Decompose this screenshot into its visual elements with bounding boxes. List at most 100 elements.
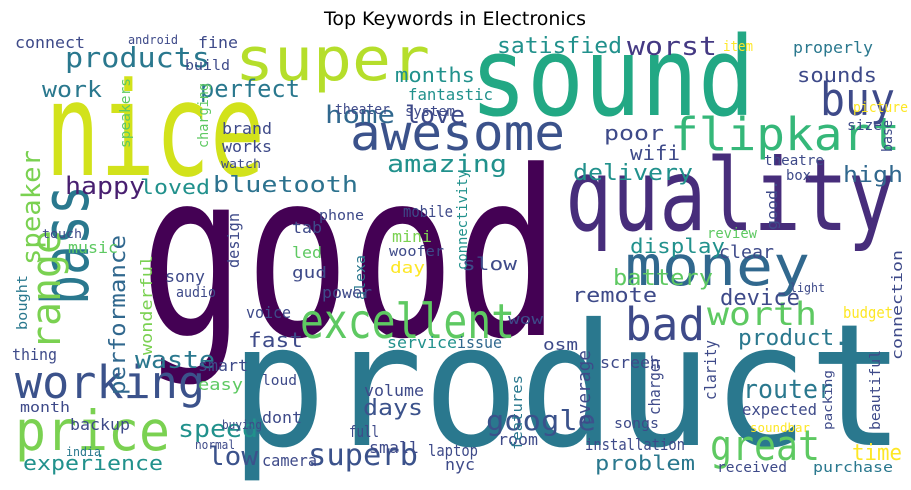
word: good. xyxy=(765,180,781,230)
word: wow xyxy=(508,312,544,328)
word: power xyxy=(322,283,372,302)
word: touch xyxy=(42,227,82,241)
word: small xyxy=(369,438,419,457)
word: properly xyxy=(793,38,873,57)
word: tab xyxy=(292,218,322,237)
word: bass xyxy=(29,185,104,305)
word: normal xyxy=(195,438,235,452)
word: smart xyxy=(198,356,248,375)
word: theater xyxy=(335,102,390,118)
chart-title: Top Keywords in Electronics xyxy=(323,8,586,30)
word: product. xyxy=(738,326,848,351)
word: display xyxy=(630,234,725,258)
word: superb xyxy=(308,438,418,473)
word: money xyxy=(625,234,810,298)
word: worst xyxy=(627,32,717,62)
word: design xyxy=(224,213,243,268)
word: soundbar xyxy=(750,421,810,435)
word: clear xyxy=(719,242,774,263)
word: fine xyxy=(198,33,238,52)
word: buying xyxy=(222,418,262,432)
word: system xyxy=(405,104,455,120)
word: router xyxy=(743,375,833,405)
word: size xyxy=(847,118,882,134)
word: buy xyxy=(820,73,895,126)
word: low xyxy=(208,442,258,472)
word: awesome xyxy=(350,104,565,162)
word: works xyxy=(222,137,272,156)
word: india xyxy=(66,445,101,459)
word: bluetooth xyxy=(213,173,358,198)
word: review xyxy=(707,226,758,242)
word: wonderful xyxy=(137,255,156,355)
word: time xyxy=(852,441,902,466)
word: performance xyxy=(106,235,131,395)
word: packing xyxy=(821,370,835,430)
word: backup xyxy=(70,415,130,434)
word: android xyxy=(128,33,178,47)
word: issue xyxy=(457,333,502,352)
word: love xyxy=(405,101,465,129)
word: working xyxy=(15,356,205,409)
word: brand xyxy=(222,119,272,138)
word: quality xyxy=(565,137,895,254)
word: installation xyxy=(585,435,685,454)
word: budget xyxy=(843,303,893,322)
word: charging xyxy=(196,83,212,148)
word: wifi xyxy=(630,141,680,165)
word: purchase xyxy=(813,460,893,476)
word: speed xyxy=(178,415,258,443)
word: price xyxy=(15,399,170,463)
word: speakers xyxy=(118,78,134,148)
word: battery xyxy=(613,266,713,291)
word: mini xyxy=(392,227,432,246)
word: great xyxy=(710,421,820,470)
word: product xyxy=(230,288,905,486)
word: full xyxy=(349,422,379,441)
word: expected xyxy=(742,400,817,419)
word: day xyxy=(390,258,425,277)
word: audio xyxy=(176,285,216,301)
word: nyc xyxy=(445,455,475,474)
word: received xyxy=(717,460,787,476)
word: remote xyxy=(572,283,657,307)
word: range xyxy=(24,230,70,350)
word: charger xyxy=(645,355,664,415)
word: connect xyxy=(15,33,85,52)
word: waste xyxy=(135,346,215,374)
word: delivery xyxy=(573,161,693,186)
word: features xyxy=(510,375,526,450)
word: perfect xyxy=(200,75,300,103)
word: worth xyxy=(707,295,817,333)
word: osm xyxy=(543,335,578,354)
word: bad xyxy=(625,298,705,351)
word: loved xyxy=(140,175,210,199)
word: service xyxy=(387,333,457,352)
word: woofer xyxy=(389,244,444,260)
word: products xyxy=(65,41,210,74)
word: theatre xyxy=(764,153,824,169)
word: led xyxy=(292,243,322,262)
word: music xyxy=(68,238,118,257)
word: fantastic xyxy=(408,85,493,104)
word: alexa xyxy=(353,255,369,300)
word: clarity xyxy=(701,340,720,400)
word: slow xyxy=(462,254,517,275)
word: sounds xyxy=(797,63,877,87)
word: nice xyxy=(45,54,265,206)
word: build xyxy=(185,58,230,74)
word: box xyxy=(786,168,811,184)
word: mobile xyxy=(403,202,453,221)
word: connectivity xyxy=(455,170,471,270)
word: satisfied xyxy=(497,34,622,59)
word: problem xyxy=(595,451,695,475)
word: bought xyxy=(15,275,31,330)
word: item xyxy=(723,39,753,55)
word: thing xyxy=(12,345,57,364)
word: experience xyxy=(23,451,163,475)
word: screen xyxy=(600,353,660,372)
word: connection xyxy=(890,250,906,360)
word: voice xyxy=(246,303,291,322)
word: fast xyxy=(248,328,303,352)
